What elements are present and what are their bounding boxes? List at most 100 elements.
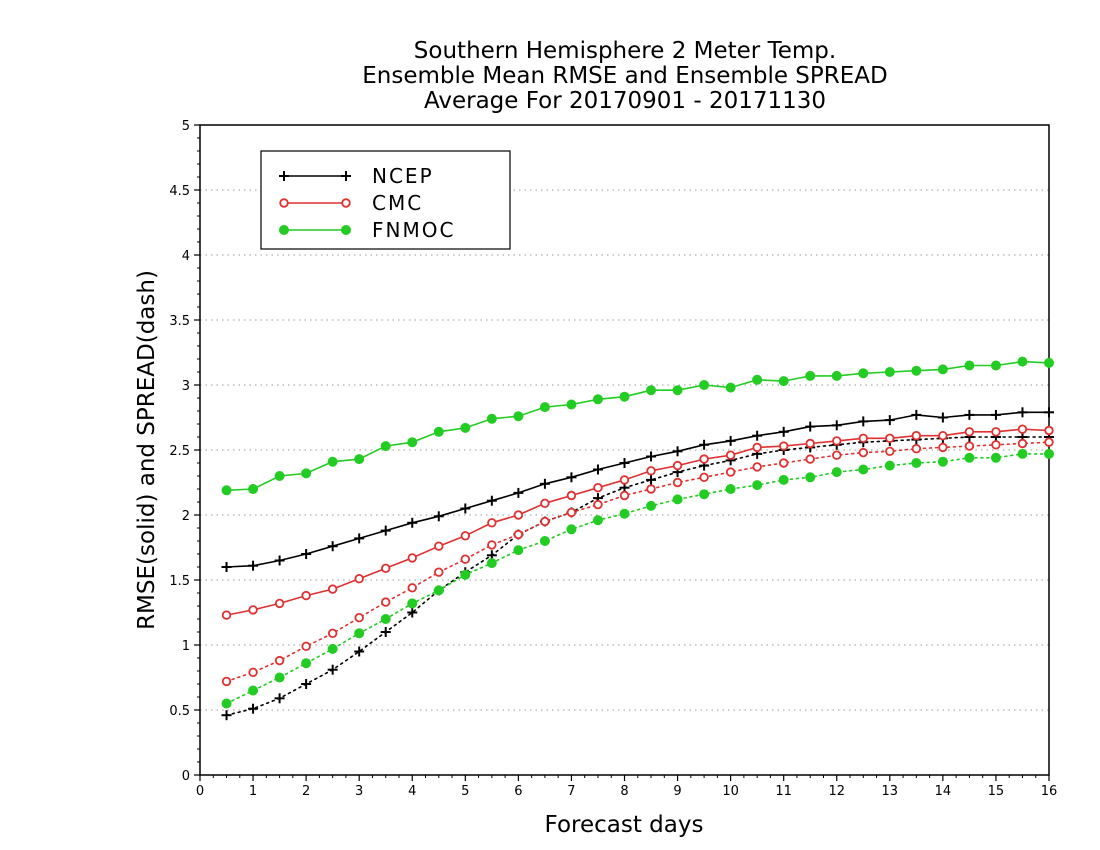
rmse-point-cmc xyxy=(832,436,842,446)
x-tick-label: 7 xyxy=(567,784,575,799)
rmse-point-ncep xyxy=(699,439,710,450)
spread-point-ncep xyxy=(646,474,657,485)
title-line-1: Southern Hemisphere 2 Meter Temp. xyxy=(414,38,836,64)
spread-line-cmc xyxy=(225,441,1050,683)
rmse-point-fnmoc xyxy=(274,471,285,481)
spread-point-cmc xyxy=(832,450,842,460)
chart-title: Southern Hemisphere 2 Meter Temp. Ensemb… xyxy=(362,38,887,114)
rmse-point-cmc xyxy=(911,431,922,441)
rmse-point-ncep xyxy=(566,472,577,483)
rmse-line-fnmoc xyxy=(226,360,1050,492)
rmse-point-cmc xyxy=(301,590,311,601)
spread-point-fnmoc xyxy=(433,585,444,596)
rmse-point-ncep xyxy=(884,415,895,426)
rmse-point-ncep xyxy=(327,541,338,552)
spread-point-cmc xyxy=(991,440,1001,450)
rmse-point-fnmoc xyxy=(725,382,736,393)
spread-point-cmc xyxy=(619,490,630,501)
rmse-point-ncep xyxy=(460,503,471,514)
spread-point-fnmoc xyxy=(646,500,657,511)
rmse-point-cmc xyxy=(540,498,550,508)
rmse-point-ncep xyxy=(433,511,444,522)
rmse-point-cmc xyxy=(1044,425,1054,436)
rmse-point-ncep xyxy=(407,517,418,528)
rmse-point-fnmoc xyxy=(301,468,312,479)
rmse-point-cmc xyxy=(487,518,497,528)
spread-point-fnmoc xyxy=(566,524,577,535)
x-tick-label: 2 xyxy=(302,784,310,799)
spread-point-cmc xyxy=(964,441,975,451)
spread-point-ncep xyxy=(407,607,418,618)
legend-marker xyxy=(279,171,289,181)
spread-point-fnmoc xyxy=(778,474,789,485)
rmse-point-cmc xyxy=(752,442,762,453)
rmse-point-cmc xyxy=(805,438,815,449)
spread-point-fnmoc xyxy=(937,456,948,467)
y-tick-label: 5 xyxy=(182,119,190,134)
axes: 00.511.522.533.544.550 1 2 3 4 5 6 7 8 9 10 11 12 13 1… xyxy=(169,119,1057,799)
y-tick-label: 1.5 xyxy=(169,574,190,589)
rmse-point-ncep xyxy=(646,451,657,462)
rmse-point-fnmoc xyxy=(858,368,869,379)
rmse-point-cmc xyxy=(672,460,683,471)
spread-point-fnmoc xyxy=(911,458,922,468)
grid-lines xyxy=(200,189,1049,711)
spread-point-cmc xyxy=(248,667,258,677)
x-tick-label: 11 xyxy=(775,784,792,799)
rmse-point-cmc xyxy=(699,454,709,464)
x-tick-label: 0 xyxy=(196,784,204,799)
rmse-point-ncep xyxy=(248,560,259,571)
y-tick-label: 3.5 xyxy=(169,314,190,329)
spread-point-cmc xyxy=(274,655,285,666)
rmse-point-ncep xyxy=(539,478,550,489)
spread-point-fnmoc xyxy=(513,545,524,556)
rmse-point-fnmoc xyxy=(1017,356,1028,367)
rmse-point-fnmoc xyxy=(990,360,1001,371)
rmse-point-cmc xyxy=(327,584,338,594)
spread-point-cmc xyxy=(885,446,895,456)
y-tick-label: 2.5 xyxy=(169,444,190,459)
spread-point-cmc xyxy=(672,477,683,488)
spread-point-fnmoc xyxy=(354,628,365,639)
series-cmc xyxy=(221,424,1054,687)
legend-item-cmc: CMC xyxy=(279,191,421,215)
spread-point-cmc xyxy=(752,462,762,472)
rmse-point-cmc xyxy=(1017,424,1028,434)
rmse-point-fnmoc xyxy=(221,485,232,496)
spread-point-cmc xyxy=(540,516,550,527)
spread-point-cmc xyxy=(354,613,364,623)
legend-marker xyxy=(341,225,351,235)
spread-point-cmc xyxy=(699,472,709,482)
rmse-point-fnmoc xyxy=(937,364,948,375)
y-tick-label: 0 xyxy=(182,769,190,784)
y-tick-label: 4.5 xyxy=(169,184,190,199)
spread-point-cmc xyxy=(221,676,232,687)
rmse-point-ncep xyxy=(990,409,1001,420)
rmse-point-ncep xyxy=(619,458,630,468)
title-line-2: Ensemble Mean RMSE and Ensemble SPREAD xyxy=(362,63,887,89)
rmse-point-fnmoc xyxy=(407,437,418,448)
x-tick-label: 16 xyxy=(1041,784,1058,799)
rmse-point-fnmoc xyxy=(831,370,842,381)
rmse-point-ncep xyxy=(725,435,736,446)
rmse-point-cmc xyxy=(381,563,391,573)
spread-point-cmc xyxy=(778,458,789,468)
spread-point-fnmoc xyxy=(486,558,497,569)
rmse-point-cmc xyxy=(778,441,789,451)
y-tick-label: 4 xyxy=(182,249,190,264)
rmse-point-fnmoc xyxy=(699,380,710,390)
legend-label-fnmoc: FNMOC xyxy=(372,218,455,242)
legend-marker xyxy=(279,225,289,235)
y-axis-label: RMSE(solid) and SPREAD(dash) xyxy=(134,270,160,630)
spread-point-cmc xyxy=(593,499,603,510)
spread-point-cmc xyxy=(487,540,497,550)
rmse-point-cmc xyxy=(407,553,417,563)
legend: NCEP CMC FNMOC xyxy=(260,150,511,250)
spread-point-fnmoc xyxy=(221,698,232,709)
rmse-point-ncep xyxy=(274,555,285,566)
spread-point-fnmoc xyxy=(805,472,816,483)
rmse-point-ncep xyxy=(672,446,683,457)
rmse-point-cmc xyxy=(566,490,577,501)
spread-point-ncep xyxy=(248,703,259,714)
spread-point-cmc xyxy=(1017,438,1028,449)
